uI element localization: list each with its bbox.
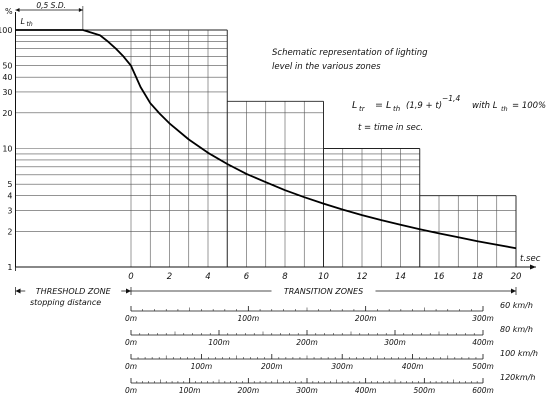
- formula-lhs-sub: tr: [359, 105, 366, 113]
- speed-scale-label: 300m: [472, 314, 494, 323]
- y-tick-label: 10: [2, 145, 12, 154]
- x-tick-label: 18: [472, 272, 483, 282]
- threshold-zone-arrow-left: [15, 288, 21, 294]
- lth-label-sub: th: [27, 21, 33, 28]
- y-tick-label: 20: [2, 109, 12, 118]
- formula-eq: =: [375, 100, 383, 111]
- formula-with-val: = 100%: [512, 101, 546, 111]
- chart-title-line1: Schematic representation of lighting: [272, 48, 428, 58]
- speed-scale-label: 0m: [125, 314, 137, 323]
- x-tick-label: 10: [318, 272, 329, 282]
- speed-scale-label: 200m: [296, 338, 318, 347]
- formula-exp: −1,4: [442, 94, 460, 103]
- y-tick-label: 1: [7, 263, 12, 272]
- time-definition: t = time in sec.: [358, 123, 423, 133]
- speed-scale-label: 200m: [261, 362, 283, 371]
- formula-rhs: L: [386, 100, 391, 111]
- x-tick-label: 4: [205, 272, 210, 282]
- speed-scale-label: 600m: [472, 386, 494, 395]
- x-tick-label: 8: [282, 272, 288, 282]
- formula-with: with L: [472, 101, 498, 111]
- x-tick-label: 16: [434, 272, 445, 282]
- threshold-label: 0,5 S.D.: [36, 1, 66, 10]
- x-tick-label: 0: [128, 272, 133, 282]
- speed-scale-label: 100m: [208, 338, 230, 347]
- x-tick-label: 14: [395, 272, 406, 282]
- y-tick-label: 100: [0, 26, 13, 35]
- labels: 123451020304050100%02468101214161820t.se…: [0, 1, 546, 282]
- y-axis-label: %: [5, 7, 13, 16]
- speed-label: 80 km/h: [500, 325, 533, 334]
- x-tick-label: 2: [167, 272, 172, 282]
- speed-label: 120km/h: [500, 373, 535, 382]
- speed-scale-label: 100m: [191, 362, 213, 371]
- threshold-span-arrow-left: [15, 8, 20, 12]
- speed-label: 100 km/h: [500, 349, 538, 358]
- x-tick-label: 6: [244, 272, 250, 282]
- threshold-zone-arrow-right: [126, 288, 131, 294]
- speed-scale-label: 0m: [125, 338, 137, 347]
- axes: [15, 12, 536, 271]
- formula-lhs: L: [352, 100, 357, 111]
- speed-scale-label: 400m: [355, 386, 377, 395]
- x-axis-arrow: [530, 264, 536, 270]
- y-tick-label: 5: [7, 180, 12, 189]
- speed-scale-label: 100m: [179, 386, 201, 395]
- speed-scale-label: 500m: [472, 362, 494, 371]
- speed-scale-label: 200m: [355, 314, 377, 323]
- threshold-zone-label-bg: [25, 285, 122, 295]
- speed-scale-label: 0m: [125, 386, 137, 395]
- formula-with-sub: th: [501, 105, 508, 113]
- speed-scale-label: 0m: [125, 362, 137, 371]
- speed-scale-label: 100m: [238, 314, 260, 323]
- y-tick-label: 2: [7, 227, 12, 236]
- speed-scale-label: 500m: [414, 386, 436, 395]
- x-tick-label: 12: [357, 272, 368, 282]
- y-tick-label: 30: [2, 88, 12, 97]
- speed-scale-label: 300m: [384, 338, 406, 347]
- lighting-curve: [15, 29, 517, 250]
- threshold-zone-label: THRESHOLD ZONE: [36, 287, 112, 296]
- formula-expr: (1,9 + t): [406, 101, 442, 111]
- speed-scale-label: 300m: [331, 362, 353, 371]
- threshold-span-arrow-right: [78, 8, 83, 12]
- speed-scale-label: 400m: [402, 362, 424, 371]
- transition-zone-label: TRANSITION ZONES: [284, 287, 363, 296]
- y-tick-label: 50: [2, 62, 12, 71]
- stopping-distance-label: stopping distance: [30, 298, 101, 307]
- speed-label: 60 km/h: [500, 301, 533, 310]
- lth-label: L: [21, 17, 25, 26]
- speed-scales: 0m 100m 200m 300m 60 km/h 0m 100m 200m 300m 400m 8…: [125, 301, 538, 395]
- grid: [15, 29, 517, 268]
- transition-zone-arrow-right: [511, 288, 516, 294]
- speed-scale-label: 200m: [238, 386, 260, 395]
- curve-layer: [15, 29, 517, 250]
- transition-zone-label-bg: [271, 285, 376, 295]
- formula-rhs-sub: th: [393, 105, 400, 113]
- chart-title-line2: level in the various zones: [272, 62, 381, 72]
- x-tick-label: 20: [511, 272, 522, 282]
- speed-scale-label: 300m: [296, 386, 318, 395]
- y-tick-label: 4: [7, 192, 12, 201]
- zones-row: THRESHOLD ZONE TRANSITION ZONES stopping d…: [15, 285, 517, 307]
- y-tick-label: 3: [7, 206, 12, 215]
- speed-scale-label: 400m: [472, 338, 494, 347]
- x-axis-label: t.sec: [520, 254, 541, 264]
- y-tick-label: 40: [2, 73, 12, 82]
